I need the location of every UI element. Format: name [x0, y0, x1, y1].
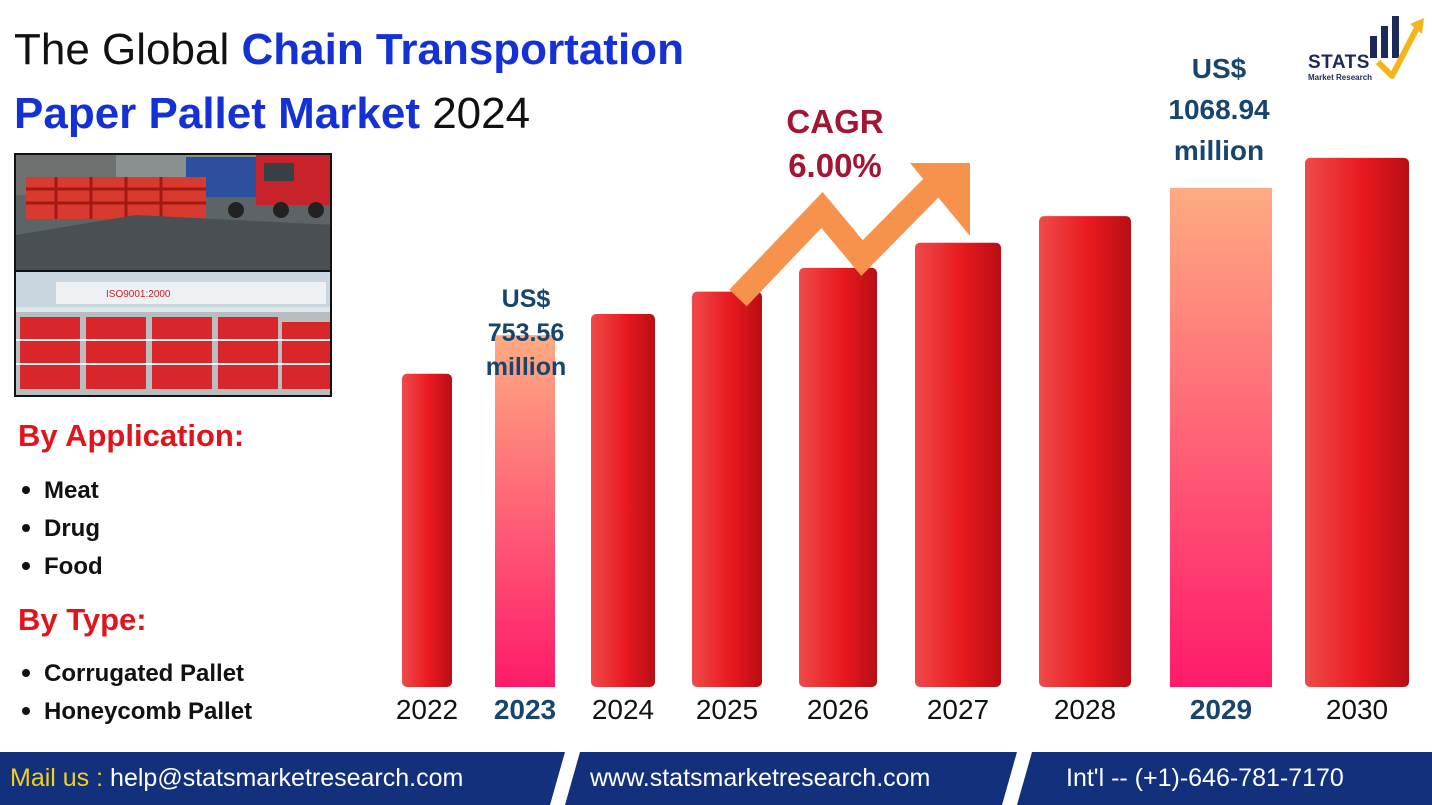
list-item: Drug [18, 510, 103, 548]
bullet-icon [22, 668, 30, 677]
list-item: Honeycomb Pallet [18, 693, 252, 731]
x-tick-label-2027: 2027 [927, 694, 989, 725]
list-item: Meat [18, 472, 103, 510]
callout-2023-unit: million [485, 353, 567, 381]
logo-sub: Market Research [1308, 73, 1373, 82]
bar-2024 [591, 313, 655, 687]
title-prefix: The Global [14, 25, 230, 74]
footer-phone[interactable]: Int'l -- (+1)-646-781-7170 [1066, 764, 1344, 792]
bar-2023 [495, 335, 555, 687]
stats-logo-icon [1370, 16, 1424, 79]
warehouse-photo-top [14, 153, 332, 272]
bullet-icon [22, 561, 30, 570]
bar-2022 [402, 373, 452, 687]
footer: Mail us : help@statsmarketresearch.com w… [0, 752, 1432, 805]
bar-2025 [692, 291, 762, 687]
type-list: Corrugated Pallet Honeycomb Pallet [18, 655, 252, 731]
bullet-icon [22, 523, 30, 532]
footer-email[interactable]: Mail us : help@statsmarketresearch.com [10, 752, 463, 805]
x-tick-label-2025: 2025 [696, 694, 758, 725]
title-highlight-line2: Paper Pallet Market [14, 89, 420, 138]
bar-2029 [1170, 187, 1272, 687]
bar-2026 [799, 267, 877, 687]
footer-email-link[interactable]: help@statsmarketresearch.com [110, 764, 464, 792]
warehouse-photo-bottom: ISO9001:2000 [14, 272, 332, 397]
application-heading: By Application: [18, 418, 245, 453]
cagr-callout: CAGR 6.00% [770, 100, 900, 188]
application-list: Meat Drug Food [18, 472, 103, 586]
x-tick-label-2024: 2024 [592, 694, 654, 725]
bar-2030 [1305, 157, 1409, 687]
bar-2028 [1039, 216, 1131, 688]
footer-background [0, 752, 1432, 805]
x-tick-label-2023: 2023 [494, 694, 556, 725]
x-tick-label-2026: 2026 [807, 694, 869, 725]
type-heading: By Type: [18, 602, 147, 637]
bullet-icon [22, 485, 30, 494]
callout-2023-currency: US$ [501, 285, 551, 313]
x-tick-label-2030: 2030 [1326, 694, 1388, 725]
x-tick-label-2029: 2029 [1190, 694, 1252, 725]
callout-2023-amount: 753.56 [487, 319, 565, 347]
bar-2027 [915, 242, 1001, 688]
callout-2029: US$ 1068.94 million [1150, 48, 1288, 171]
page-title: The Global Chain Transportation Paper Pa… [14, 18, 684, 146]
svg-text:ISO9001:2000: ISO9001:2000 [106, 289, 171, 300]
title-year: 2024 [432, 89, 531, 138]
x-tick-label-2028: 2028 [1054, 694, 1116, 725]
list-item: Food [18, 548, 103, 586]
callout-2029-currency: US$ [1191, 53, 1247, 84]
title-highlight-line1: Chain Transportation [241, 25, 684, 74]
footer-website-link[interactable]: www.statsmarketresearch.com [590, 764, 931, 792]
callout-2023: US$ 753.56 million [466, 282, 586, 384]
x-tick-label-2022: 2022 [396, 694, 458, 725]
bullet-icon [22, 706, 30, 715]
logo-name: STATS [1308, 52, 1370, 73]
cagr-value: 6.00% [788, 147, 882, 184]
list-item: Corrugated Pallet [18, 655, 252, 693]
growth-arrow-icon [729, 163, 970, 307]
callout-2029-amount: 1068.94 [1168, 94, 1270, 125]
footer-mail-label: Mail us : [10, 764, 104, 792]
cagr-label: CAGR [786, 103, 884, 140]
callout-2029-unit: million [1173, 135, 1265, 166]
